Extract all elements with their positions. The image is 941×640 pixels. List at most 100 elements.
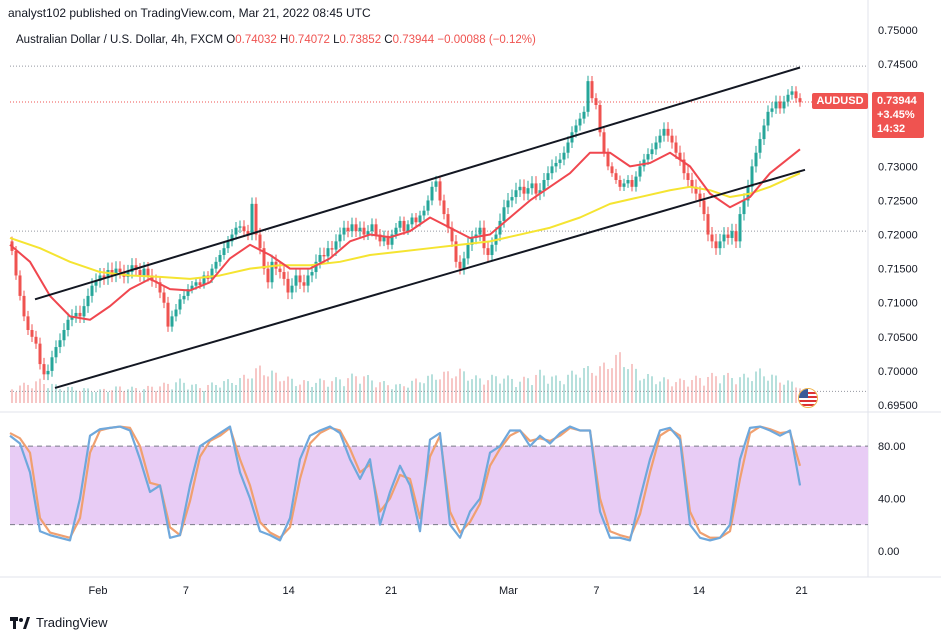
price-tick-label: 0.72000 (878, 230, 918, 242)
candle-body (650, 149, 654, 155)
candle-body (326, 248, 330, 257)
candle-body (742, 200, 746, 215)
time-tick-label: 21 (796, 585, 808, 597)
candle-body (314, 261, 318, 273)
volume-bar (35, 381, 37, 403)
volume-bar (359, 383, 361, 403)
candle-body (306, 275, 310, 286)
attribution: analyst102 published on TradingView.com,… (8, 6, 371, 20)
high-value: 0.74072 (288, 34, 330, 46)
candle-body (370, 224, 374, 232)
candle-body (234, 227, 238, 235)
volume-bar (71, 386, 73, 403)
volume-bar (399, 383, 401, 403)
volume-bar (147, 385, 149, 403)
volume-bar (411, 380, 413, 403)
volume-bar (135, 388, 137, 403)
candle-body (774, 101, 778, 109)
volume-bar (607, 369, 609, 403)
candle-body (330, 248, 334, 250)
volume-bar (543, 375, 545, 403)
volume-bar (583, 368, 585, 403)
volume-bar (415, 378, 417, 403)
candle-body (90, 285, 94, 296)
time-tick-label: Feb (89, 585, 108, 597)
candle-body (186, 289, 190, 296)
us-flag-icon[interactable] (798, 388, 818, 408)
volume-bar (427, 375, 429, 403)
candle-body (582, 111, 586, 119)
candle-body (626, 180, 630, 184)
volume-bar (63, 390, 65, 403)
tradingview-logo[interactable]: TradingView (10, 615, 108, 630)
candle-body (302, 282, 306, 286)
candle-body (486, 248, 490, 255)
volume-bar (279, 381, 281, 403)
volume-bar (739, 377, 741, 403)
volume-bar (327, 386, 329, 403)
volume-bar (23, 382, 25, 403)
volume-bar (679, 378, 681, 403)
volume-bar (39, 378, 41, 403)
candle-body (778, 101, 782, 109)
stochastic-tick-label: 40.00 (878, 494, 906, 506)
price-tick-label: 0.75000 (878, 25, 918, 37)
candle-body (250, 203, 254, 235)
candle-body (698, 193, 702, 201)
candle-body (442, 200, 446, 215)
candle-body (526, 188, 530, 194)
candle-body (658, 135, 662, 143)
volume-bar (15, 392, 17, 403)
candle-body (386, 235, 390, 245)
slow-moving-average (9, 172, 801, 280)
volume-bar (175, 382, 177, 403)
stochastic-k-line (9, 425, 802, 542)
candle-body (730, 231, 734, 238)
candle-body (546, 173, 550, 180)
volume-bar (395, 384, 397, 403)
volume-bar (263, 375, 265, 403)
volume-bar (287, 376, 289, 403)
channel-lower-line[interactable] (54, 168, 806, 389)
candle-body (138, 270, 142, 276)
candle-body (706, 214, 710, 235)
volume-bar (659, 381, 661, 403)
volume-bar (123, 391, 125, 403)
volume-bar (223, 381, 225, 403)
candle-body (94, 280, 98, 286)
volume-bar (55, 384, 57, 403)
candle-body (630, 180, 634, 187)
volume-bar (311, 386, 313, 403)
volume-bar (531, 385, 533, 403)
volume-bar (619, 352, 621, 403)
candle-body (542, 180, 546, 191)
volume-bar (215, 385, 217, 403)
candle-body (98, 275, 102, 281)
volume-bar (423, 383, 425, 403)
volume-bar (675, 382, 677, 403)
volume-bar (651, 376, 653, 403)
candle-body (194, 282, 198, 286)
volume-bar (351, 373, 353, 403)
price-tick-label: 0.74500 (878, 59, 918, 71)
candle-body (374, 224, 378, 235)
volume-bar (271, 370, 273, 403)
candle-body (694, 186, 698, 194)
candle-body (246, 231, 250, 235)
volume-bar (407, 387, 409, 403)
candle-body (214, 261, 218, 269)
candle-body (254, 203, 258, 235)
volume-bar (247, 378, 249, 403)
candle-body (318, 255, 322, 262)
volume-bar (315, 382, 317, 403)
candle-body (338, 234, 342, 242)
candle-body (674, 142, 678, 153)
symbol-name: Australian Dollar / U.S. Dollar, 4h, FXC… (16, 34, 224, 46)
volume-bar (91, 392, 93, 403)
candle-body (54, 347, 58, 358)
price-tick-label: 0.71500 (878, 264, 918, 276)
channel-upper-line[interactable] (34, 66, 801, 301)
candle-body (34, 336, 38, 344)
candle-body (394, 227, 398, 235)
